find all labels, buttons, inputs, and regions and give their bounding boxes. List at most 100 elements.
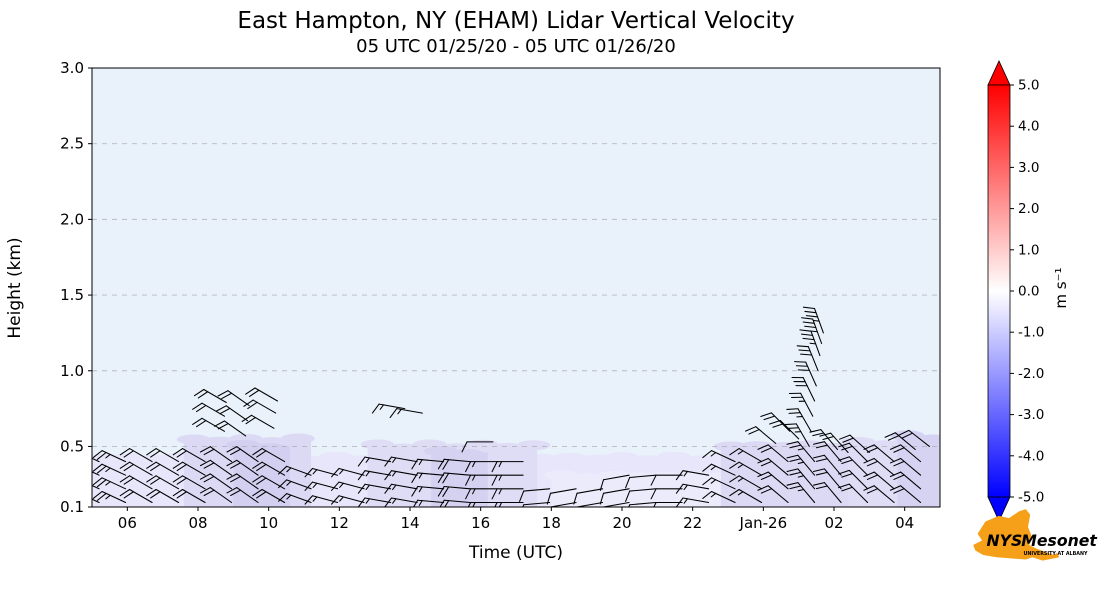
wind-barb: [172, 488, 206, 504]
wind-barb: [491, 474, 524, 486]
wind-barb: [812, 441, 842, 463]
wind-barb: [729, 475, 763, 490]
wind-barb: [384, 456, 418, 467]
wind-barb: [838, 483, 869, 504]
wind-barb: [437, 458, 471, 470]
wind-barb: [357, 497, 392, 507]
wind-barb: [650, 474, 683, 486]
y-axis-label: Height (km): [5, 237, 25, 338]
velocity-region-bump: [450, 449, 485, 460]
wind-barb: [146, 448, 180, 463]
wind-barb: [839, 434, 870, 454]
plot-border: [91, 67, 941, 508]
wind-barb: [411, 499, 445, 507]
wind-barb: [889, 444, 922, 463]
wind-barb: [384, 470, 418, 481]
velocity-region-bump: [657, 451, 691, 462]
wind-barbs: [92, 306, 930, 507]
wind-barb: [437, 486, 471, 497]
wind-barb: [788, 392, 814, 417]
x-tick-label: 16: [471, 514, 490, 532]
velocity-region-bump: [553, 452, 587, 463]
chart-subtitle: 05 UTC 01/25/20 - 05 UTC 01/26/20: [356, 36, 676, 57]
wind-barb: [702, 490, 736, 504]
wind-barb: [757, 485, 789, 504]
wind-barb: [215, 405, 249, 422]
wind-barb: [838, 456, 869, 476]
wind-barb: [625, 488, 657, 502]
wind-barb: [146, 488, 180, 504]
wind-barb: [252, 475, 286, 490]
velocity-region-bump: [596, 470, 631, 481]
wind-barb: [252, 448, 286, 463]
velocity-region-bump: [176, 434, 211, 445]
wind-barb: [252, 461, 286, 476]
wind-barb: [729, 448, 763, 463]
wind-barb: [889, 457, 922, 476]
wind-barb: [217, 390, 250, 407]
wind-barb: [331, 467, 365, 478]
wind-barb: [769, 419, 800, 440]
wind-barb: [384, 497, 418, 507]
wind-barb: [519, 488, 551, 502]
wind-barb: [226, 487, 259, 504]
chart-title: East Hampton, NY (EHAM) Lidar Vertical V…: [237, 8, 794, 34]
colorbar-label: m s⁻¹: [1052, 267, 1070, 308]
wind-barb: [802, 306, 824, 334]
wind-barb: [573, 501, 604, 507]
logo-tagline: UNIVERSITY AT ALBANY: [1024, 551, 1088, 557]
x-tick-label: 08: [188, 514, 207, 532]
velocity-region-bump: [252, 443, 287, 454]
velocity-region-bump: [648, 471, 683, 482]
wind-barb: [199, 487, 233, 504]
velocity-region-bump: [360, 439, 395, 450]
velocity-region-bump: [622, 472, 657, 483]
x-tick-label: 18: [542, 514, 561, 532]
velocity-region-bump: [570, 473, 605, 484]
wind-barb: [193, 388, 227, 404]
wind-barb: [146, 461, 180, 476]
x-tick-label: 20: [612, 514, 631, 532]
wind-barb: [786, 482, 816, 504]
wind-barb: [546, 501, 577, 507]
wind-barb: [599, 474, 630, 491]
plot-background: [92, 68, 940, 507]
wind-barb: [92, 477, 100, 490]
wind-barb: [729, 488, 763, 504]
wind-barb: [357, 483, 392, 494]
x-tick-label: 14: [400, 514, 419, 532]
wind-barb: [245, 387, 279, 402]
colorbar-tick-label: 3.0: [1018, 160, 1039, 176]
colorbar-tick-label: 5.0: [1018, 78, 1039, 94]
wind-barb: [757, 471, 789, 490]
colorbar-tick-label: 4.0: [1018, 119, 1039, 135]
wind-barb: [92, 450, 100, 463]
wind-barb: [119, 475, 153, 490]
wind-barb: [812, 454, 842, 476]
x-axis-label: Time (UTC): [468, 543, 563, 563]
wind-barb: [625, 501, 657, 507]
wind-barb: [119, 448, 153, 463]
wind-barb: [898, 429, 930, 447]
wind-barb: [863, 457, 895, 476]
wind-barb: [465, 461, 498, 473]
wind-barb: [760, 412, 791, 432]
colorbar-gradient: [987, 84, 1011, 498]
wind-barb: [599, 501, 630, 507]
wind-barb: [465, 474, 498, 486]
logo-text-nys: NYS: [987, 531, 1023, 550]
velocity-region-bump: [386, 443, 421, 454]
wind-barb: [519, 501, 551, 507]
wind-barb: [252, 488, 286, 504]
plot-area: 06 08 10 12 14 16 18 20 22 Jan-26 02 04 0.1 0.5 1.0 1.5…: [60, 59, 941, 532]
wind-barb: [757, 444, 789, 463]
velocity-region: [720, 446, 849, 507]
wind-barb: [809, 429, 839, 451]
colorbar-tick-label: 1.0: [1018, 242, 1039, 258]
wind-barb: [812, 468, 842, 490]
colorbar-tick-label: -1.0: [1018, 325, 1044, 341]
y-tick-label: 2.5: [60, 135, 84, 153]
colorbar-tick-label: 2.0: [1018, 201, 1039, 217]
wind-barb: [357, 470, 392, 481]
wind-barb: [491, 488, 524, 500]
